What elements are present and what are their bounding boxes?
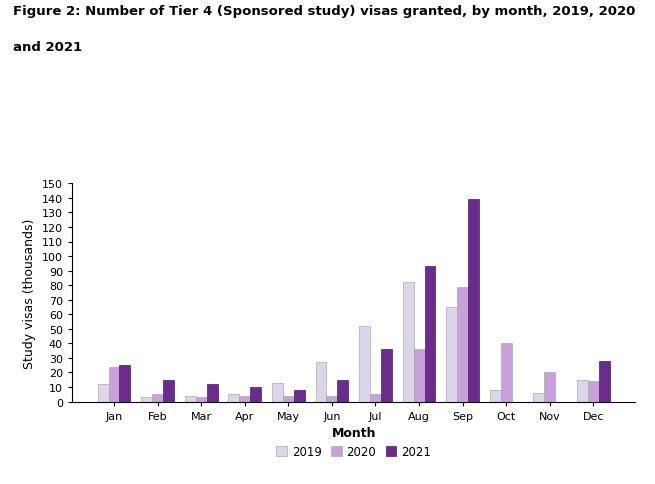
Text: Figure 2: Number of Tier 4 (Sponsored study) visas granted, by month, 2019, 2020: Figure 2: Number of Tier 4 (Sponsored st… (13, 5, 635, 18)
Bar (141, 397, 152, 402)
Bar (457, 287, 468, 402)
Bar (196, 397, 206, 402)
Bar (98, 384, 109, 402)
Bar (119, 365, 130, 402)
Bar (490, 390, 501, 402)
Bar (109, 367, 119, 402)
Text: and 2021: and 2021 (13, 41, 83, 54)
Bar (283, 396, 294, 402)
Bar (533, 393, 544, 402)
Bar (152, 394, 163, 402)
Bar (359, 326, 370, 402)
Bar (229, 394, 239, 402)
Bar (577, 380, 588, 402)
Bar (163, 380, 174, 402)
Bar (468, 200, 479, 402)
Bar (424, 267, 436, 402)
Bar (588, 381, 599, 402)
Bar (381, 349, 392, 402)
Bar (403, 283, 413, 402)
Bar (326, 396, 337, 402)
Bar (446, 307, 457, 402)
X-axis label: Month: Month (331, 426, 376, 439)
Bar (316, 363, 326, 402)
Bar (250, 387, 261, 402)
Bar (294, 390, 305, 402)
Bar (544, 373, 555, 402)
Bar (239, 396, 250, 402)
Bar (206, 384, 217, 402)
Bar (272, 383, 283, 402)
Bar (599, 361, 610, 402)
Bar (370, 394, 381, 402)
Legend: 2019, 2020, 2021: 2019, 2020, 2021 (272, 440, 436, 463)
Bar (501, 344, 512, 402)
Bar (337, 380, 348, 402)
Bar (413, 349, 424, 402)
Bar (185, 396, 196, 402)
Y-axis label: Study visas (thousands): Study visas (thousands) (24, 218, 36, 368)
